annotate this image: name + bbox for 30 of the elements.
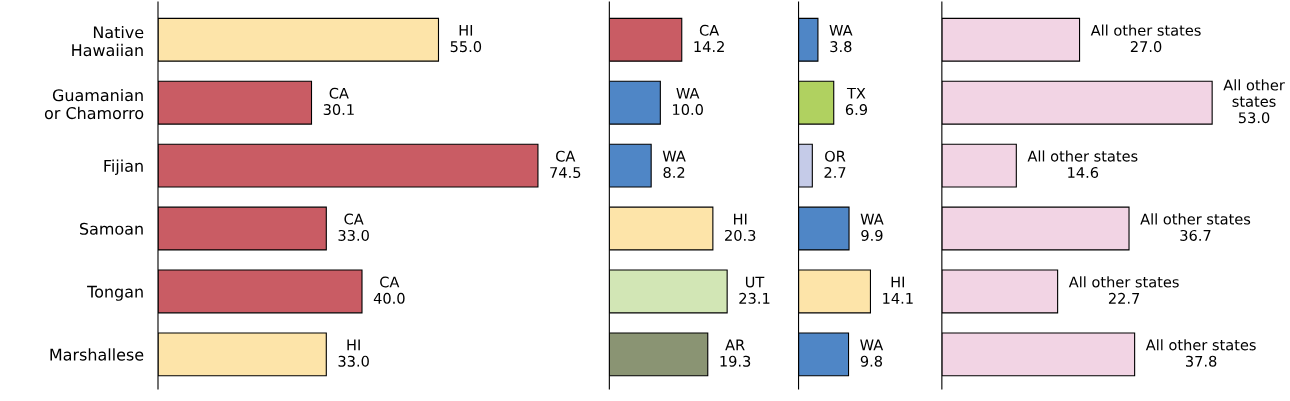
data-label: WA 8.2 (662, 150, 686, 178)
data-label: All other states 53.0 (1223, 79, 1285, 124)
data-label: HI 20.3 (725, 213, 756, 241)
y-tick-label: Tongan (87, 285, 143, 301)
data-label: All other states 14.6 (1027, 150, 1138, 178)
data-label: All other states 22.7 (1068, 276, 1179, 304)
y-tick-label: Samoan (80, 222, 143, 235)
y-tick-label: Marshallese (50, 348, 144, 361)
data-label: WA 9.9 (860, 213, 884, 241)
data-label: CA 40.0 (373, 276, 405, 304)
y-tick-label: Fijian (104, 159, 143, 175)
y-tick-label: Guamanian or Chamorro (44, 88, 144, 120)
data-label: CA 74.5 (550, 150, 581, 178)
data-label: CA 14.2 (694, 24, 724, 52)
data-label: UT 23.1 (739, 276, 770, 304)
data-label: HI 55.0 (450, 24, 482, 53)
data-label: HI 33.0 (338, 339, 369, 367)
data-label: All other states 36.7 (1140, 213, 1251, 241)
data-label: WA 10.0 (673, 87, 703, 116)
data-label: OR 2.7 (824, 150, 846, 178)
data-label: CA 30.1 (323, 87, 354, 116)
data-label: CA 33.0 (338, 213, 369, 241)
data-label: WA 3.8 (829, 24, 853, 53)
data-label: WA 9.8 (860, 339, 884, 367)
y-tick-label: Native Hawaiian (72, 25, 144, 57)
data-label: AR 19.3 (720, 339, 751, 367)
data-label: TX 6.9 (845, 87, 868, 116)
data-label: All other states 27.0 (1090, 24, 1201, 53)
data-label: HI 14.1 (883, 276, 913, 304)
data-label: All other states 37.8 (1145, 339, 1256, 367)
